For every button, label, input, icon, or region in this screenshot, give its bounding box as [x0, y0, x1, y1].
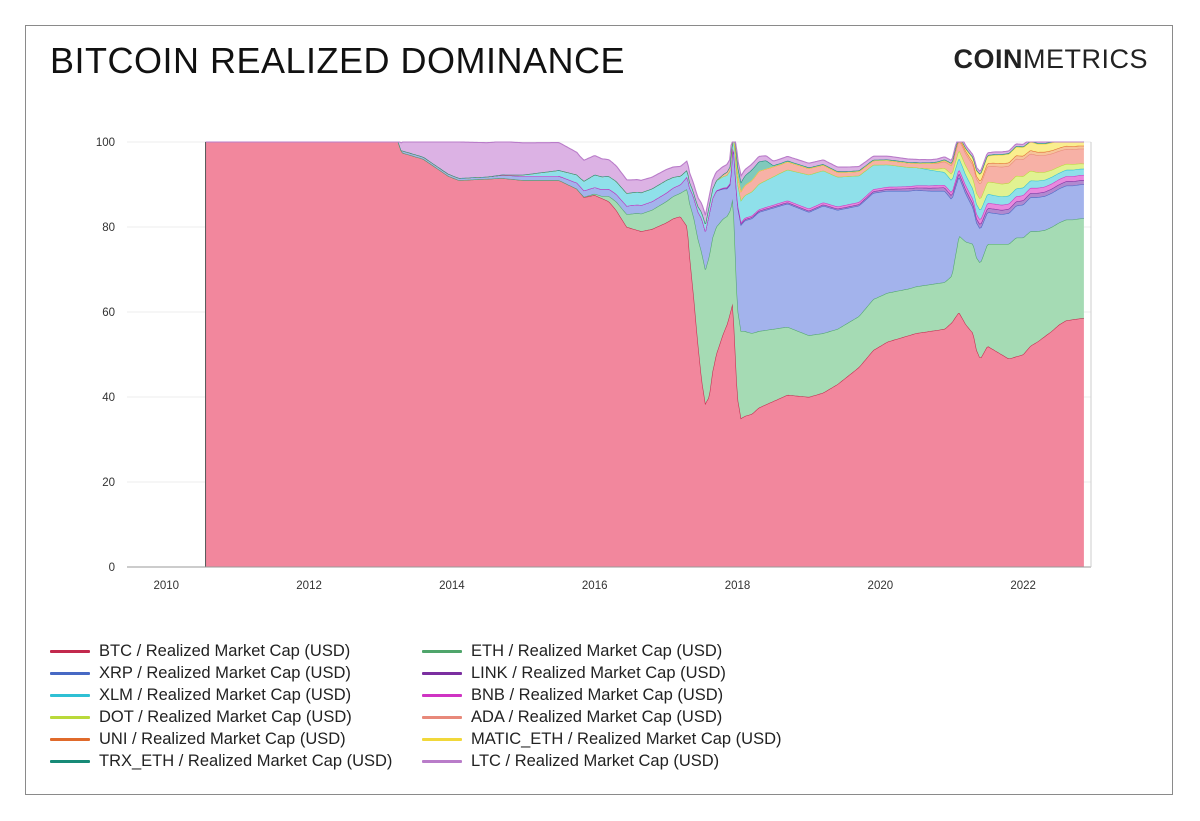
legend-swatch	[422, 759, 462, 763]
y-tick-label: 80	[102, 222, 115, 234]
legend-label: ADA / Realized Market Cap (USD)	[471, 707, 723, 726]
brand-logo: COINMETRICS	[954, 44, 1149, 75]
legend-item[interactable]: XRP / Realized Market Cap (USD)	[50, 662, 351, 684]
x-tick-label: 2014	[439, 580, 465, 592]
legend-label: BTC / Realized Market Cap (USD)	[99, 641, 351, 660]
y-tick-label: 60	[102, 307, 115, 319]
y-tick-label: 40	[102, 392, 115, 404]
legend-swatch	[50, 737, 90, 741]
legend-item[interactable]: ETH / Realized Market Cap (USD)	[422, 640, 722, 662]
legend-swatch	[50, 693, 90, 697]
legend-swatch	[422, 649, 462, 653]
brand-logo-light: METRICS	[1023, 44, 1148, 74]
brand-logo-bold: COIN	[953, 44, 1023, 74]
legend-item[interactable]: BNB / Realized Market Cap (USD)	[422, 684, 723, 706]
series-area-xrp	[205, 142, 1084, 336]
series-line-ltc	[205, 141, 1084, 216]
legend-item[interactable]: LINK / Realized Market Cap (USD)	[422, 662, 726, 684]
legend-item[interactable]: MATIC_ETH / Realized Market Cap (USD)	[422, 728, 782, 750]
series-area-btc	[205, 142, 1084, 567]
y-tick-label: 0	[109, 562, 115, 574]
x-tick-label: 2012	[296, 580, 322, 592]
legend-swatch	[422, 715, 462, 719]
legend-label: ETH / Realized Market Cap (USD)	[471, 641, 723, 660]
legend-label: UNI / Realized Market Cap (USD)	[99, 729, 346, 748]
x-tick-label: 2022	[1010, 580, 1036, 592]
legend-label: XRP / Realized Market Cap (USD)	[99, 663, 351, 682]
x-tick-label: 2016	[582, 580, 608, 592]
x-tick-label: 2020	[868, 580, 894, 592]
legend-swatch	[422, 671, 462, 675]
legend-swatch	[50, 715, 90, 719]
y-tick-label: 20	[102, 477, 115, 489]
x-tick-label: 2018	[725, 580, 751, 592]
series-area-ltc	[205, 142, 1084, 224]
legend-item[interactable]: BTC / Realized Market Cap (USD)	[50, 640, 350, 662]
legend-item[interactable]: DOT / Realized Market Cap (USD)	[50, 706, 352, 728]
legend-label: BNB / Realized Market Cap (USD)	[471, 685, 724, 704]
legend-label: XLM / Realized Market Cap (USD)	[99, 685, 352, 704]
x-tick-label: 2010	[153, 580, 179, 592]
legend-item[interactable]: ADA / Realized Market Cap (USD)	[422, 706, 722, 728]
legend-swatch	[422, 693, 462, 697]
legend-label: LTC / Realized Market Cap (USD)	[471, 751, 720, 770]
legend-label: TRX_ETH / Realized Market Cap (USD)	[99, 751, 393, 770]
legend-label: LINK / Realized Market Cap (USD)	[471, 663, 726, 682]
legend-item[interactable]: LTC / Realized Market Cap (USD)	[422, 750, 719, 772]
legend-label: DOT / Realized Market Cap (USD)	[99, 707, 352, 726]
chart-title: BITCOIN REALIZED DOMINANCE	[50, 40, 626, 81]
legend-swatch	[50, 649, 90, 653]
legend-swatch	[50, 759, 90, 763]
series-area-eth	[205, 142, 1084, 419]
legend-label: MATIC_ETH / Realized Market Cap (USD)	[471, 729, 782, 748]
legend-swatch	[422, 737, 462, 741]
legend-item[interactable]: TRX_ETH / Realized Market Cap (USD)	[50, 750, 392, 772]
y-tick-label: 100	[96, 137, 115, 149]
legend-swatch	[50, 671, 90, 675]
legend-item[interactable]: UNI / Realized Market Cap (USD)	[50, 728, 346, 750]
legend-item[interactable]: XLM / Realized Market Cap (USD)	[50, 684, 351, 706]
